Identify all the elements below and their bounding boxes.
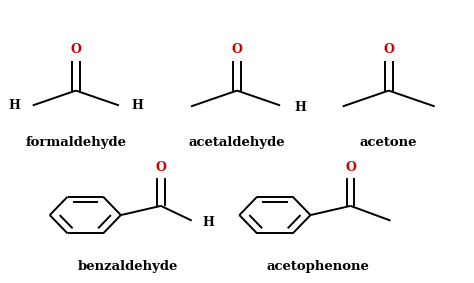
- Text: benzaldehyde: benzaldehyde: [78, 260, 178, 273]
- Text: O: O: [232, 44, 242, 56]
- Text: H: H: [203, 216, 215, 229]
- Text: acetaldehyde: acetaldehyde: [189, 136, 285, 149]
- Text: H: H: [294, 101, 306, 114]
- Text: formaldehyde: formaldehyde: [25, 136, 127, 149]
- Text: O: O: [155, 161, 166, 174]
- Text: acetone: acetone: [360, 136, 418, 149]
- Text: O: O: [383, 44, 394, 56]
- Text: O: O: [71, 44, 81, 56]
- Text: O: O: [345, 161, 356, 174]
- Text: H: H: [131, 99, 143, 112]
- Text: acetophenone: acetophenone: [266, 260, 369, 273]
- Text: H: H: [9, 99, 20, 112]
